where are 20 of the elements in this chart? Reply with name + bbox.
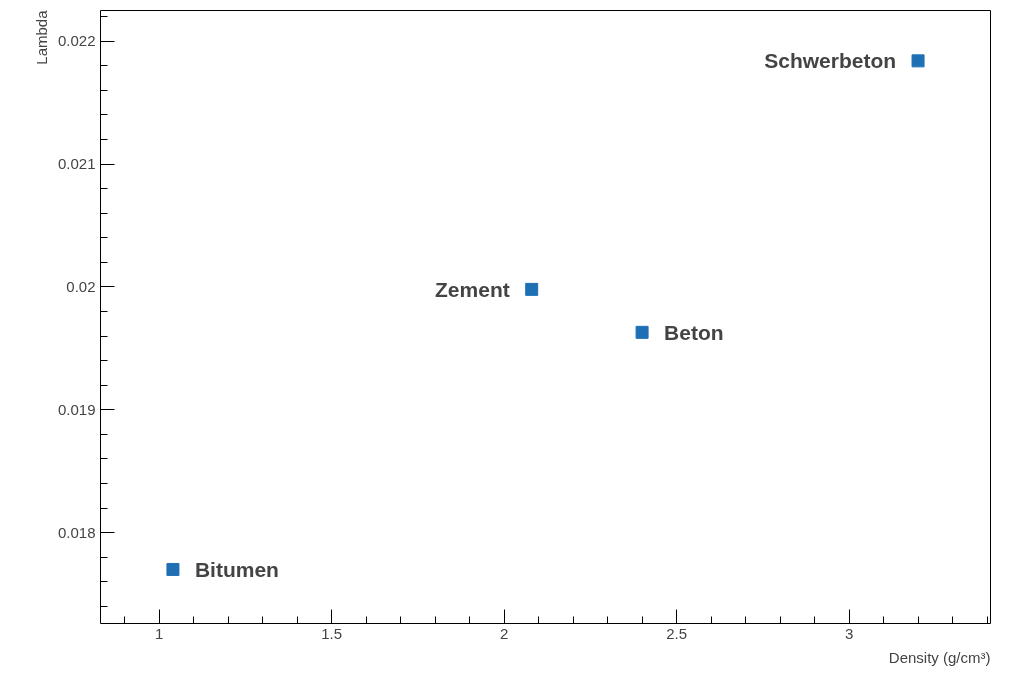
y-tick-label: 0.022 bbox=[57, 32, 96, 50]
x-tick-label: 1 bbox=[154, 624, 164, 642]
annotation: Schwerbeton bbox=[764, 49, 897, 73]
annotation: Zement bbox=[435, 277, 510, 301]
point bbox=[525, 282, 539, 296]
x-tick-label: 2.5 bbox=[666, 624, 688, 642]
annotation: Bitumen bbox=[194, 557, 279, 581]
point bbox=[635, 325, 649, 339]
point bbox=[911, 54, 925, 68]
x-tick-label: 2 bbox=[499, 624, 509, 642]
x-tick-label: 1.5 bbox=[321, 624, 343, 642]
y-tick-label: 0.021 bbox=[57, 155, 96, 173]
x-tick-label: 3 bbox=[844, 624, 854, 642]
y-tick-label: 0.019 bbox=[57, 400, 96, 418]
y-axis-title: Lambda bbox=[32, 9, 50, 65]
annotation: Beton bbox=[664, 320, 724, 344]
x-axis-title: Density (g/cm³) bbox=[888, 648, 991, 666]
y-tick-label: 0.018 bbox=[57, 523, 96, 541]
point bbox=[166, 562, 180, 576]
y-tick-label: 0.02 bbox=[66, 277, 96, 295]
